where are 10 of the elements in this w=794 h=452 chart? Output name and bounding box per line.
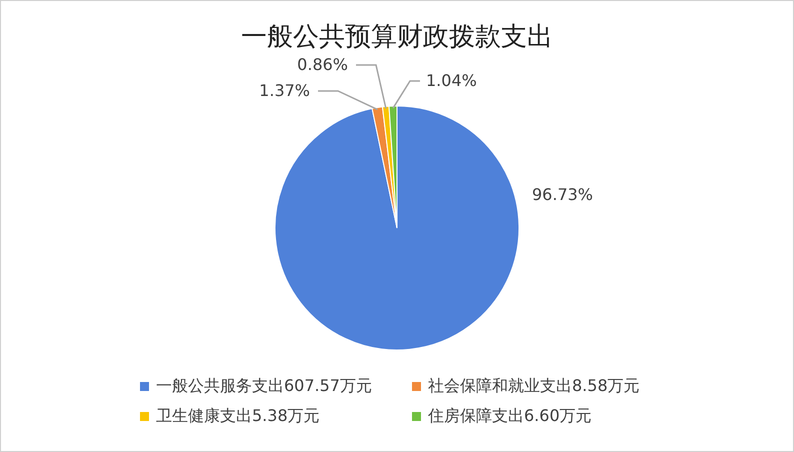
legend-label: 社会保障和就业支出8.58万元 <box>428 376 640 395</box>
data-label: 0.86% <box>297 55 348 74</box>
data-label: 1.04% <box>426 71 477 90</box>
data-label: 1.37% <box>259 81 310 100</box>
chart-title: 一般公共预算财政拨款支出 <box>241 22 553 52</box>
legend-label: 住房保障支出6.60万元 <box>427 406 592 425</box>
pie-slice <box>274 106 520 350</box>
legend-label: 一般公共服务支出607.57万元 <box>156 376 372 395</box>
data-label: 96.73% <box>532 185 594 204</box>
legend-label: 卫生健康支出5.38万元 <box>156 406 320 425</box>
